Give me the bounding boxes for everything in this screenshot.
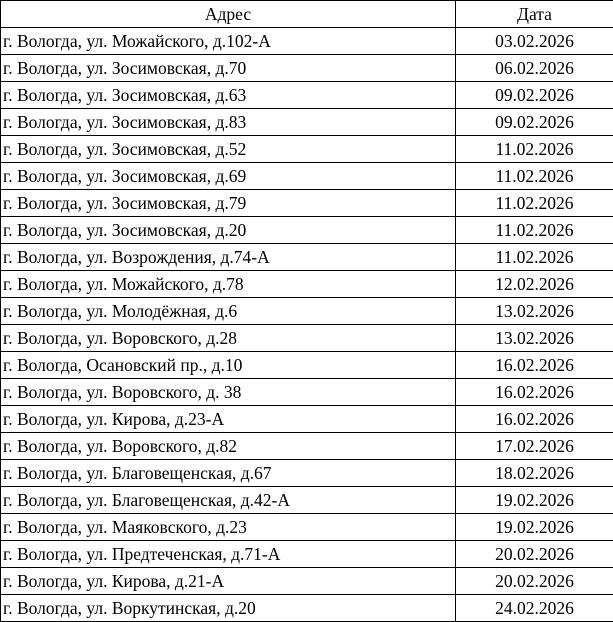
address-cell: г. Вологда, ул. Зосимовская, д.70: [1, 55, 456, 82]
date-cell: 11.02.2026: [456, 163, 613, 190]
date-cell: 11.02.2026: [456, 190, 613, 217]
date-cell: 12.02.2026: [456, 271, 613, 298]
date-cell: 24.02.2026: [456, 595, 613, 622]
date-cell: 09.02.2026: [456, 109, 613, 136]
date-cell: 16.02.2026: [456, 352, 613, 379]
date-cell: 09.02.2026: [456, 82, 613, 109]
address-cell: г. Вологда, ул. Зосимовская, д.52: [1, 136, 456, 163]
address-cell: г. Вологда, ул. Зосимовская, д.69: [1, 163, 456, 190]
date-cell: 18.02.2026: [456, 460, 613, 487]
address-cell: г. Вологда, ул. Воркутинская, д.20: [1, 595, 456, 622]
address-cell: г. Вологда, ул. Воровского, д. 38: [1, 379, 456, 406]
date-cell: 20.02.2026: [456, 541, 613, 568]
date-cell: 16.02.2026: [456, 379, 613, 406]
address-cell: г. Вологда, ул. Кирова, д.21-А: [1, 568, 456, 595]
date-cell: 19.02.2026: [456, 487, 613, 514]
date-cell: 19.02.2026: [456, 514, 613, 541]
address-cell: г. Вологда, Осановский пр., д.10: [1, 352, 456, 379]
date-cell: 11.02.2026: [456, 136, 613, 163]
date-cell: 06.02.2026: [456, 55, 613, 82]
date-cell: 17.02.2026: [456, 433, 613, 460]
address-cell: г. Вологда, ул. Зосимовская, д.63: [1, 82, 456, 109]
address-column-header: Адрес: [1, 1, 456, 28]
address-cell: г. Вологда, ул. Зосимовская, д.20: [1, 217, 456, 244]
address-cell: г. Вологда, ул. Возрождения, д.74-А: [1, 244, 456, 271]
header-row: Адрес Дата: [1, 1, 613, 28]
address-cell: г. Вологда, ул. Воровского, д.28: [1, 325, 456, 352]
address-cell: г. Вологда, ул. Молодёжная, д.6: [1, 298, 456, 325]
address-cell: г. Вологда, ул. Зосимовская, д.83: [1, 109, 456, 136]
date-cell: 11.02.2026: [456, 217, 613, 244]
date-cell: 11.02.2026: [456, 244, 613, 271]
schedule-table-container: Адрес Дата г. Вологда, ул. Можайского, д…: [0, 0, 613, 604]
date-column-header: Дата: [456, 1, 613, 28]
address-cell: г. Вологда, ул. Кирова, д.23-А: [1, 406, 456, 433]
address-cell: г. Вологда, ул. Можайского, д.78: [1, 271, 456, 298]
date-cell: 13.02.2026: [456, 325, 613, 352]
address-cell: г. Вологда, ул. Благовещенская, д.67: [1, 460, 456, 487]
address-cell: г. Вологда, ул. Воровского, д.82: [1, 433, 456, 460]
date-cell: 16.02.2026: [456, 406, 613, 433]
date-cell: 13.02.2026: [456, 298, 613, 325]
date-cell: 03.02.2026: [456, 28, 613, 55]
address-cell: г. Вологда, ул. Маяковского, д.23: [1, 514, 456, 541]
address-cell: г. Вологда, ул. Можайского, д.102-А: [1, 28, 456, 55]
address-cell: г. Вологда, ул. Предтеченская, д.71-А: [1, 541, 456, 568]
address-cell: г. Вологда, ул. Благовещенская, д.42-А: [1, 487, 456, 514]
address-cell: г. Вологда, ул. Зосимовская, д.79: [1, 190, 456, 217]
date-cell: 20.02.2026: [456, 568, 613, 595]
